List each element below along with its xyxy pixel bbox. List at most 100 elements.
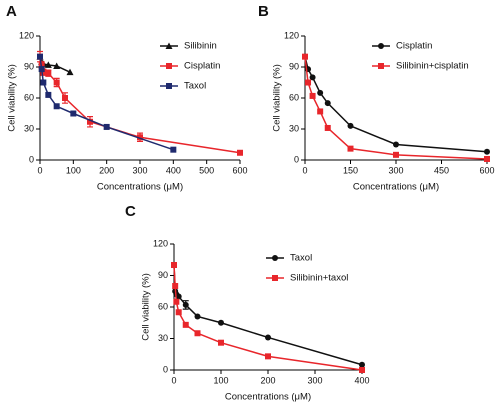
y-tick-label: 30 (289, 123, 299, 133)
x-axis-label: Concentrations (μM) (225, 392, 311, 403)
x-tick-label: 100 (213, 375, 228, 385)
legend-marker (378, 43, 384, 49)
data-point (182, 301, 189, 308)
y-axis-label: Cell viability (%) (141, 273, 152, 341)
legend-marker (166, 83, 172, 89)
x-tick-label: 100 (66, 165, 81, 175)
data-point (194, 330, 201, 337)
panel-label: B (258, 3, 269, 20)
x-tick-label: 500 (199, 165, 214, 175)
legend-label: Taxol (184, 81, 206, 92)
data-point (218, 319, 224, 326)
data-point (175, 309, 182, 316)
data-point (393, 141, 399, 148)
x-tick-label: 600 (479, 165, 494, 175)
y-tick-label: 60 (289, 92, 299, 102)
data-point (309, 74, 316, 81)
legend-label: Silibinin+cisplatin (396, 61, 469, 72)
y-tick-label: 30 (24, 123, 34, 133)
y-tick-label: 120 (19, 30, 34, 40)
data-point (137, 134, 143, 141)
y-tick-label: 90 (158, 270, 168, 280)
y-tick-label: 0 (294, 154, 299, 164)
data-point (265, 334, 271, 341)
data-point (172, 283, 179, 289)
data-point (324, 124, 331, 131)
data-point (484, 155, 490, 162)
x-axis-label: Concentrations (μM) (353, 182, 439, 193)
y-tick-label: 60 (158, 301, 168, 311)
x-tick-label: 0 (171, 375, 176, 385)
data-point (45, 91, 52, 98)
data-point (45, 70, 52, 77)
legend-label: Silibinin (184, 41, 217, 52)
data-point (359, 367, 365, 373)
data-point (170, 146, 177, 153)
data-point (70, 110, 77, 117)
data-point (309, 92, 316, 99)
legend-marker (272, 275, 278, 281)
data-point (237, 149, 243, 156)
y-tick-label: 120 (284, 30, 299, 40)
x-tick-label: 300 (307, 375, 322, 385)
data-point (103, 123, 110, 130)
legend-label: Cisplatin (184, 61, 220, 72)
y-tick-label: 0 (29, 154, 34, 164)
data-point (305, 79, 312, 86)
x-tick-label: 600 (232, 165, 247, 175)
data-point (359, 361, 365, 368)
y-axis-label: Cell viability (%) (7, 64, 18, 132)
data-point (484, 148, 490, 155)
data-point (87, 118, 93, 125)
data-point (265, 353, 271, 360)
legend-label: Cisplatin (396, 41, 432, 52)
data-point (218, 339, 224, 346)
data-point (62, 95, 68, 101)
y-tick-label: 60 (24, 92, 34, 102)
data-point (317, 89, 324, 96)
legend-marker (378, 63, 384, 69)
panel-label: A (6, 3, 17, 20)
data-point (53, 62, 61, 69)
legend-marker (165, 42, 173, 49)
data-point (38, 66, 45, 73)
x-tick-label: 150 (343, 165, 358, 175)
panel-label: C (125, 203, 136, 220)
series-line (39, 56, 174, 151)
x-tick-label: 200 (99, 165, 114, 175)
y-tick-label: 30 (158, 333, 168, 343)
data-point (347, 122, 354, 129)
data-point (175, 293, 182, 300)
legend-label: Silibinin+taxol (290, 273, 348, 284)
x-tick-label: 0 (302, 165, 307, 175)
data-point (194, 313, 201, 320)
data-point (44, 61, 52, 68)
x-tick-label: 450 (434, 165, 449, 175)
data-point (173, 298, 180, 305)
data-point (40, 69, 47, 76)
y-tick-label: 0 (163, 364, 168, 374)
y-axis-label: Cell viability (%) (272, 64, 283, 132)
y-tick-label: 90 (289, 61, 299, 71)
x-axis-label: Concentrations (μM) (97, 182, 183, 193)
x-tick-label: 0 (37, 165, 42, 175)
legend-label: Taxol (290, 253, 312, 264)
data-point (37, 53, 43, 60)
data-point (302, 53, 308, 60)
data-point (317, 108, 324, 115)
x-tick-label: 200 (260, 375, 275, 385)
data-point (53, 79, 60, 86)
data-point (53, 103, 60, 110)
data-point (171, 262, 177, 268)
y-tick-label: 120 (153, 238, 168, 248)
x-tick-label: 300 (388, 165, 403, 175)
y-tick-label: 90 (24, 61, 34, 71)
data-point (40, 79, 47, 86)
data-point (66, 68, 74, 76)
x-tick-label: 400 (166, 165, 181, 175)
data-point (324, 100, 331, 107)
legend-marker (166, 63, 172, 69)
x-tick-label: 300 (132, 165, 147, 175)
data-point (347, 145, 354, 152)
